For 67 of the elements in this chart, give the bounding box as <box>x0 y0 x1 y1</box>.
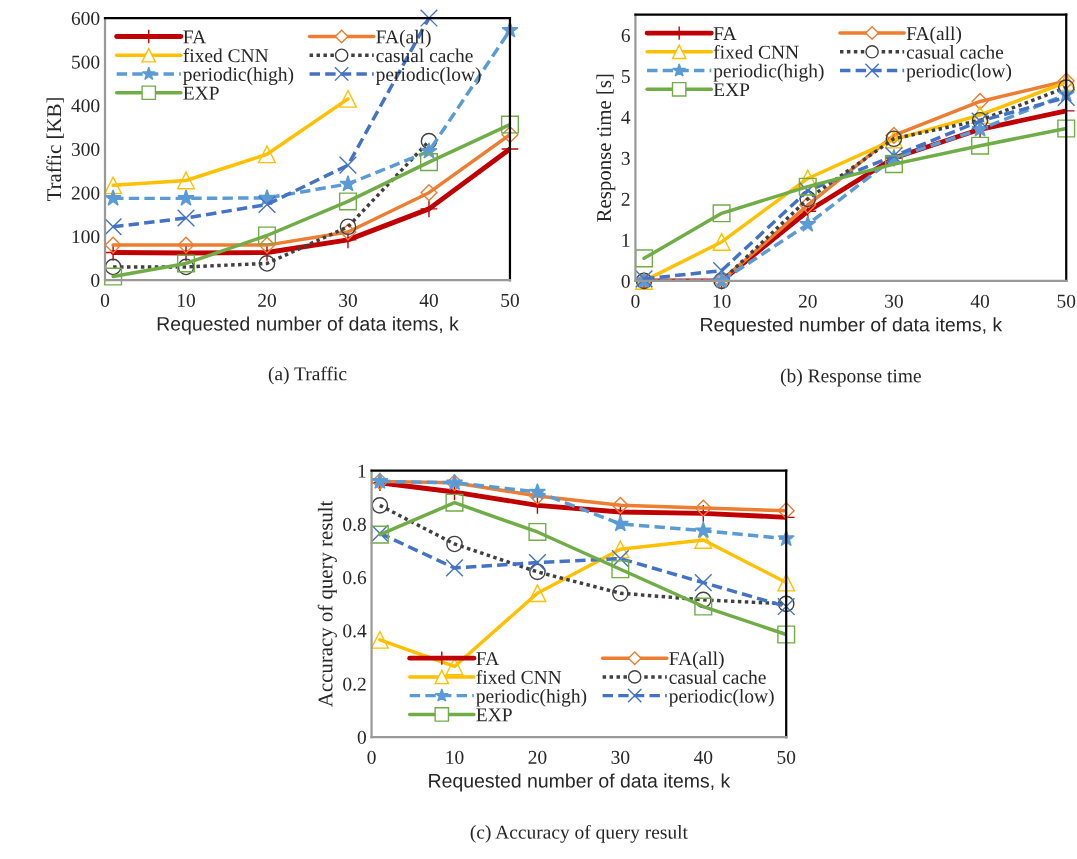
y-tick-label: 5 <box>621 70 630 83</box>
y-tick-label: 200 <box>71 186 100 200</box>
x-tick-label: 10 <box>713 294 731 308</box>
x-tick-label: 0 <box>100 293 110 307</box>
x-axis-title: Requested number of data items, k <box>157 316 459 335</box>
text: (b) Response time <box>780 368 921 387</box>
x-tick-label: 0 <box>631 294 640 308</box>
x-tick-label: 30 <box>885 294 903 308</box>
y-tick-label: 4 <box>621 110 631 124</box>
x-tick-label: 20 <box>798 294 817 308</box>
legend-label: fixed CNN <box>476 670 562 684</box>
y-tick-label: 1 <box>622 233 630 247</box>
y-tick-label: 0.6 <box>343 571 367 585</box>
legend-label: EXP <box>713 83 750 97</box>
y-tick-label: 0 <box>357 730 366 744</box>
y-tick-label: 6 <box>621 28 630 43</box>
x-tick-label: 40 <box>693 750 713 764</box>
y-tick-label: 0.2 <box>343 677 366 691</box>
legend-label: periodic(low) <box>906 63 1012 82</box>
y-tick-label: 300 <box>71 142 100 156</box>
legend-label: FA(all) <box>669 651 724 670</box>
x-tick-label: 50 <box>777 750 796 764</box>
legend-label: periodic(low) <box>669 688 774 707</box>
legend-label: FA <box>183 30 207 44</box>
legend-label: casual cache <box>669 670 766 684</box>
y-tick-label: 400 <box>71 99 100 113</box>
y-tick-label: 600 <box>71 11 100 25</box>
x-tick-label: 50 <box>1057 294 1076 308</box>
y-tick-label: 0.4 <box>343 624 367 638</box>
y-tick-label: 500 <box>72 55 100 69</box>
y-tick-label: 0 <box>91 273 100 287</box>
x-tick-label: 0 <box>367 750 376 764</box>
y-tick-label: 2 <box>621 192 630 206</box>
x-tick-label: 40 <box>970 294 990 308</box>
text: (a) Traffic <box>268 366 347 385</box>
y-tick-label: 3 <box>621 151 630 165</box>
y-axis-title: Traffic [KB] <box>46 98 64 202</box>
legend-label: EXP <box>476 708 512 722</box>
x-tick-label: 30 <box>611 750 630 764</box>
legend-label: fixed CNN <box>713 44 799 59</box>
legend-label: fixed CNN <box>183 48 269 63</box>
text: (c) Accuracy of query result <box>470 824 688 843</box>
x-axis-title: Requested number of data items, k <box>429 773 731 792</box>
legend-label: FA(all) <box>376 29 431 48</box>
x-tick-label: 20 <box>528 750 547 764</box>
y-tick-label: 1 <box>358 464 366 478</box>
y-tick-label: 100 <box>72 230 100 244</box>
x-axis-title: Requested number of data items, k <box>701 317 1003 336</box>
legend-label: periodic(high) <box>183 67 294 85</box>
y-axis-title: Response time [s] <box>596 74 616 222</box>
x-tick-label: 50 <box>501 293 519 307</box>
x-tick-label: 20 <box>258 293 276 307</box>
y-tick-label: 0 <box>621 274 630 288</box>
legend-label: FA <box>713 27 737 40</box>
legend-label: periodic(high) <box>713 63 824 82</box>
legend-label: EXP <box>183 86 219 100</box>
x-tick-label: 30 <box>339 293 357 307</box>
x-tick-label: 10 <box>446 750 464 764</box>
x-tick-label: 10 <box>177 293 195 307</box>
legend-label: casual cache <box>376 48 473 63</box>
legend-label: FA(all) <box>906 26 962 45</box>
y-axis-title: Accuracy of query result <box>317 500 337 707</box>
y-tick-label: 0.8 <box>343 517 366 532</box>
legend-label: FA <box>476 652 500 665</box>
legend-label: periodic(high) <box>476 688 587 707</box>
legend-label: casual cache <box>906 45 1004 59</box>
x-tick-label: 40 <box>419 293 438 307</box>
